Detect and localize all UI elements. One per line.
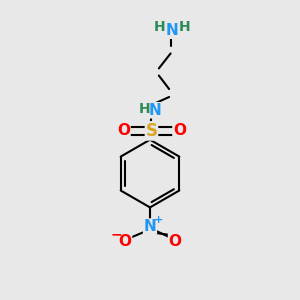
Text: O: O <box>169 234 182 249</box>
Text: O: O <box>117 123 130 138</box>
Text: H: H <box>179 20 190 34</box>
Text: S: S <box>146 122 158 140</box>
Text: −: − <box>111 228 122 242</box>
Text: N: N <box>144 219 156 234</box>
Text: N: N <box>166 23 178 38</box>
Text: +: + <box>154 215 163 225</box>
Text: H: H <box>154 20 165 34</box>
Text: H: H <box>138 102 150 116</box>
Text: O: O <box>118 234 131 249</box>
Text: O: O <box>173 123 186 138</box>
Text: N: N <box>148 103 161 118</box>
